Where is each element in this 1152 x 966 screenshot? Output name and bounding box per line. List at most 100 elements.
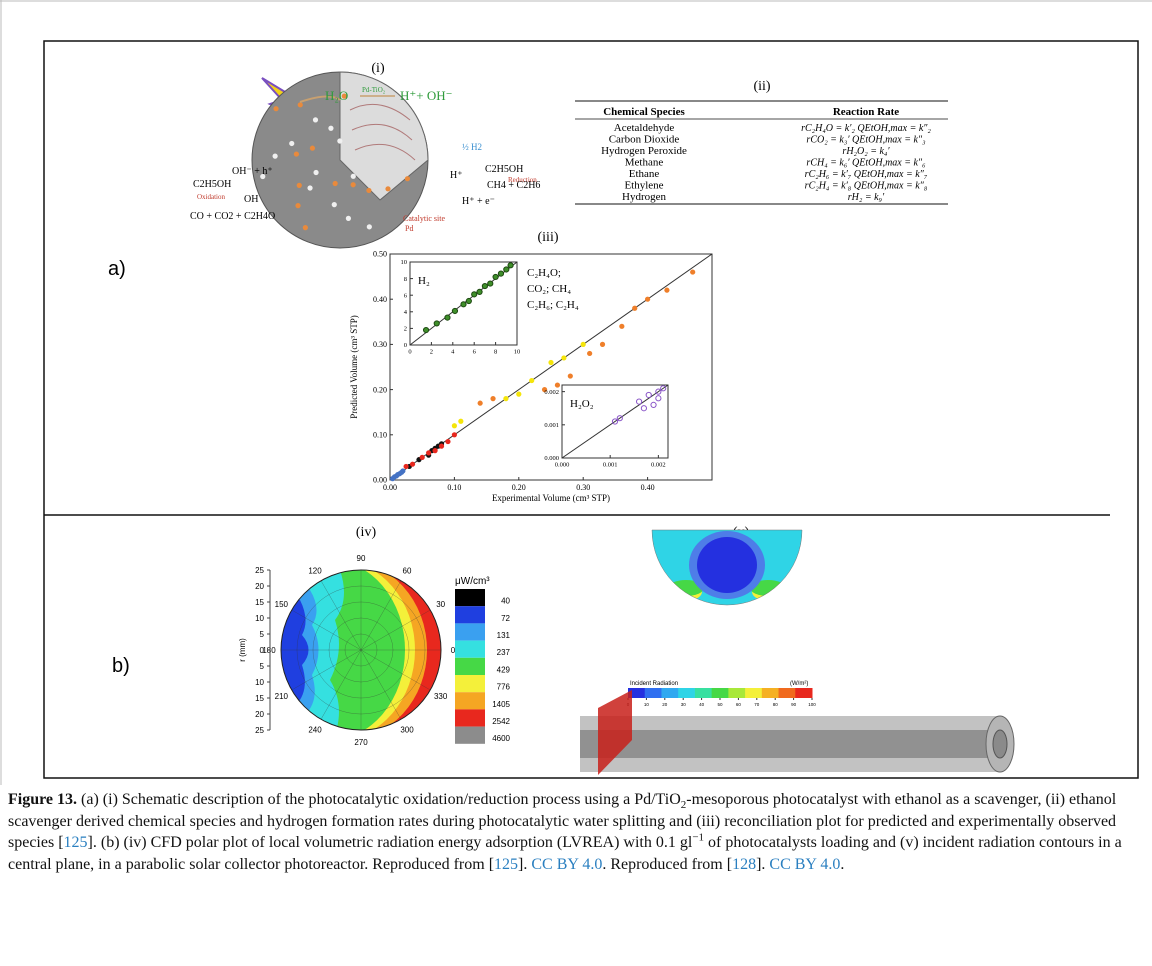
figure: a) b) (i) H₂O Pd-TiO₂ H⁺+ OH⁻ ½ H2 C2H5O… [0, 0, 1152, 785]
colorbar-block [455, 606, 485, 624]
caption-sup: −1 [692, 831, 705, 844]
data-point [567, 373, 573, 379]
r-tick-label: 20 [255, 582, 264, 591]
data-point [660, 385, 667, 392]
collector-core [580, 730, 1000, 758]
caption-text: . Reproduced from [ [602, 855, 733, 873]
license-link[interactable]: CC BY 4.0 [769, 855, 841, 873]
schematic-text: H₂O [325, 88, 348, 103]
data-point [451, 307, 459, 315]
cut-plane [598, 690, 632, 775]
pore [272, 153, 278, 159]
polar-spoke [360, 649, 431, 691]
pore [350, 173, 356, 179]
colorbar-label: 10 [644, 702, 650, 707]
colorbar-block [455, 709, 485, 727]
r-tick-label: 15 [255, 598, 264, 607]
data-point [655, 395, 662, 402]
caption-text: -mesoporous photocatalyst with ethanol a… [8, 791, 1117, 851]
r-tick-label: 5 [260, 630, 265, 639]
reference-link[interactable]: 125 [63, 834, 88, 851]
r-tick-label: 5 [260, 662, 265, 671]
pore [293, 151, 300, 157]
license-link[interactable]: CC BY 4.0 [531, 855, 603, 873]
pore [328, 125, 334, 131]
schematic-text: H⁺ + e⁻ [462, 196, 495, 207]
sub-label: (i) [371, 61, 385, 76]
colorbar-label: 1405 [492, 700, 510, 709]
data-point [645, 391, 652, 399]
colorbar-label: 4600 [492, 734, 510, 743]
angle-label: 270 [354, 738, 368, 747]
reference-link[interactable]: 128 [732, 855, 757, 873]
data-point [409, 461, 416, 467]
x-tick-label: 0.00 [383, 483, 397, 492]
data-point [503, 396, 509, 402]
rate-cell: rC₂H₄O = k′₂ QEtOH,max = k″₂ [801, 123, 931, 134]
data-point [503, 266, 510, 273]
inset-label: H₂O₂ [570, 398, 594, 410]
y-tick-label: 6 [404, 292, 408, 299]
colorbar-block [795, 688, 813, 698]
angle-label: 240 [308, 726, 322, 735]
x-tick-label: 0.10 [447, 483, 461, 492]
data-point [426, 450, 432, 456]
data-point [490, 396, 496, 402]
polar-plot: (iv) 03060901201501802102402703003302520… [238, 525, 511, 747]
r-tick-label: 10 [255, 678, 264, 687]
angle-label: 210 [275, 692, 289, 701]
data-point [471, 291, 478, 298]
schematic-text: C2H5OH [485, 164, 523, 175]
pore [289, 140, 295, 147]
colorbar-unit: μW/cm³ [455, 576, 490, 587]
data-point [458, 418, 464, 424]
y-tick-label: 8 [404, 276, 407, 283]
caption-text: ]. (b) (iv) CFD polar plot of local volu… [87, 834, 693, 851]
reconciliation-plot: (iii) Experimental Volume (cm³ STP) Pred… [349, 230, 713, 503]
colorbar-label: 429 [497, 665, 511, 674]
pore [273, 106, 279, 112]
r-axis-label: r (mm) [238, 638, 247, 662]
colorbar-block [455, 692, 485, 710]
r-tick-label: 20 [255, 710, 264, 719]
data-point [541, 387, 548, 393]
data-point [640, 405, 648, 412]
polar-spoke [360, 649, 402, 720]
y-tick-label: 0.50 [373, 250, 387, 259]
polar-spoke [360, 609, 431, 651]
rate-cell: rCO₂ = k₃′ QEtOH,max = k″₃ [806, 135, 926, 146]
reference-link[interactable]: 125 [494, 855, 519, 873]
colorbar-label: 131 [497, 631, 511, 640]
data-point [422, 326, 430, 334]
data-point [664, 287, 670, 293]
panel-label: a) [108, 258, 126, 280]
colorbar-label: 30 [681, 702, 687, 707]
data-point [477, 400, 483, 406]
colorbar-label: 237 [497, 648, 511, 657]
angle-label: 90 [357, 554, 366, 563]
y-tick-label: 0 [404, 342, 407, 349]
schematic-text: OH⁻ + h⁺ [232, 166, 273, 177]
data-point [432, 448, 438, 454]
colorbar-label: 20 [662, 702, 668, 707]
data-point [445, 438, 451, 445]
data-point [400, 468, 406, 474]
pore [307, 185, 313, 191]
data-point [481, 282, 488, 290]
species-cell: Acetaldehyde [614, 122, 675, 134]
angle-label: 60 [403, 566, 412, 575]
pore [341, 93, 347, 99]
data-point [611, 418, 619, 425]
y-tick-label: 0.002 [544, 389, 559, 396]
data-point [635, 398, 643, 405]
colorbar-block [455, 623, 485, 641]
colorbar-block [455, 640, 485, 658]
pore [297, 102, 303, 108]
x-tick-label: 10 [514, 349, 521, 356]
colorbar-unit: (W/m²) [790, 681, 808, 687]
contour-plot: (v) Incident Radiation (W/m²) 0102030405… [580, 525, 1015, 775]
data-point [554, 382, 561, 388]
y-tick-label: 0.001 [544, 422, 559, 429]
colorbar-label: 50 [717, 702, 723, 707]
